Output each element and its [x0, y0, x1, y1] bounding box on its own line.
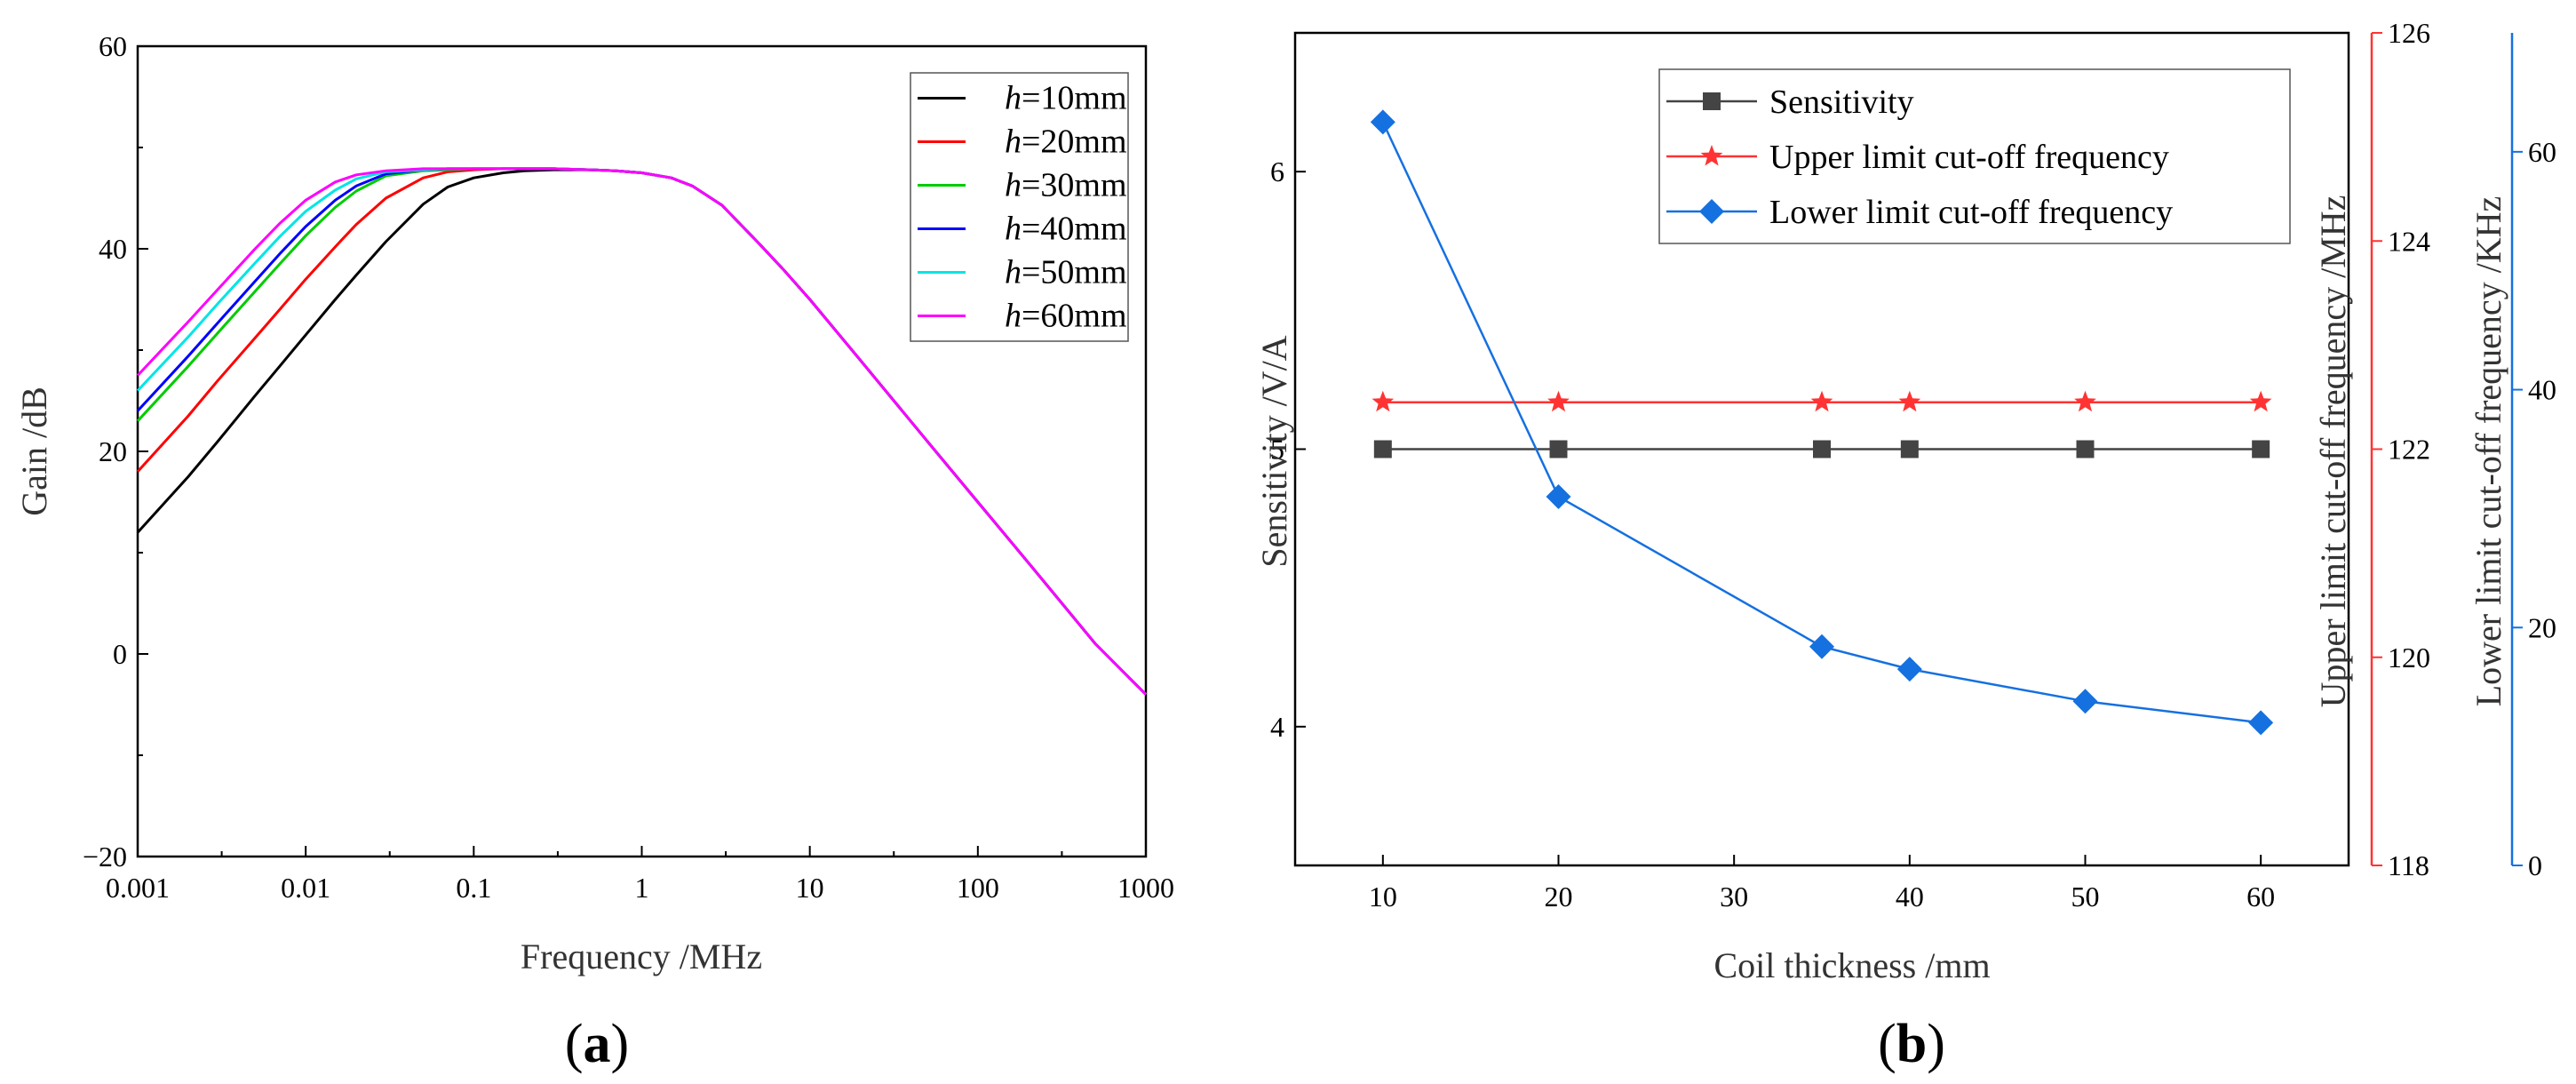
chart-b-data-point [1898, 390, 1921, 412]
chart-b-ticks: 10 20 30 40 50 60 4 5 6 118 120 122 124 126 0 20 40 60 [1270, 17, 2556, 913]
chart-b-right2-tick-label: 0 [2528, 849, 2542, 881]
chart-a-legend-label: h=30mm [1005, 167, 1127, 204]
panel-label-b: (b) [1878, 1014, 1945, 1074]
chart-b-data-point [2076, 440, 2095, 458]
chart-b-left-tick-label: 4 [1270, 711, 1284, 743]
chart-b-data-point [1900, 440, 1919, 458]
chart-b-data-point [1546, 484, 1571, 510]
chart-a-y-tick-label: 0 [113, 638, 127, 670]
chart-b-left-tick-label: 6 [1270, 155, 1284, 187]
chart-b-data-point [2072, 689, 2098, 714]
chart-a-x-tick-label: 0.1 [456, 872, 491, 904]
chart-a-y-tick-label: 20 [99, 435, 127, 467]
chart-b-right1-tick-label: 122 [2388, 434, 2430, 466]
chart-b-x-tick-label: 20 [1545, 881, 1573, 913]
chart-a-x-tick-label: 1 [635, 872, 649, 904]
chart-a-legend-label: h=50mm [1005, 254, 1127, 291]
chart-a-ticks: 0.001 0.01 0.1 1 10 100 1000 −20 0 20 40 60 [83, 30, 1174, 904]
chart-b-legend: Sensitivity Upper limit cut-off frequency… [1658, 68, 2291, 244]
chart-b-x-tick-label: 40 [1896, 881, 1924, 913]
chart-b-data-point [1896, 657, 1922, 682]
chart-b-line-series [1381, 121, 2262, 724]
chart-b-legend-marker [1699, 199, 1724, 224]
chart-b-x-tick-label: 60 [2246, 881, 2275, 913]
chart-a-y-axis-label: Gain /dB [14, 387, 54, 516]
chart-b-legend-label: Upper limit cut-off frequency [1769, 139, 2169, 176]
chart-b-data-point [1371, 390, 1395, 412]
chart-b-legend-label: Sensitivity [1769, 84, 1914, 121]
chart-a-y-tick-label: −20 [83, 841, 127, 873]
chart-b-legend-marker [1700, 145, 1723, 166]
chart-a-x-axis-label: Frequency /MHz [521, 937, 762, 976]
chart-a-legend-box [910, 72, 1129, 342]
chart-b-data-point [2252, 440, 2270, 458]
chart-a-legend-label: h=10mm [1005, 80, 1127, 117]
chart-a-legend: h=10mm h=20mm h=30mm h=40mm h=50mm h=60mm [910, 72, 1129, 342]
chart-b-right2-tick-label: 20 [2528, 611, 2556, 643]
chart-b-data-point [1813, 440, 1831, 458]
chart-b-right1-tick-label: 120 [2388, 642, 2430, 674]
chart-b-right2-axis-label: Lower limit cut-off frequency /KHz [2469, 196, 2508, 707]
chart-b-data-point [2248, 710, 2274, 736]
chart-b-data-point [1809, 634, 1834, 659]
chart-a-legend-label: h=20mm [1005, 124, 1127, 161]
chart-b-left-tick-label: 5 [1270, 434, 1284, 466]
chart-b-right2-tick-label: 60 [2528, 136, 2556, 168]
chart-a-x-tick-label: 0.001 [106, 872, 170, 904]
chart-b-right1-tick-label: 124 [2388, 225, 2430, 257]
chart-b-data-point [2074, 390, 2096, 412]
chart-a-x-tick-label: 0.01 [281, 872, 330, 904]
chart-b-data-point [1547, 390, 1570, 412]
chart-a-legend-label: h=40mm [1005, 211, 1127, 248]
chart-b-x-axis-label: Coil thickness /mm [1713, 945, 1990, 985]
chart-b-right1-axis-label: Upper limit cut-off frequency /MHz [2313, 195, 2353, 708]
chart-b-right1-tick-label: 126 [2388, 17, 2430, 49]
chart-b-right2-tick-label: 40 [2528, 374, 2556, 406]
chart-b-left-axis-label: Sensitivity /V/A [1254, 335, 1294, 567]
chart-b-right1-tick-label: 118 [2388, 849, 2429, 881]
chart-a-line-series [136, 167, 1148, 696]
chart-b-data-point [1370, 109, 1395, 135]
chart-a-x-tick-label: 10 [796, 872, 824, 904]
chart-b-data-point [1810, 390, 1833, 412]
panel-label-a: (a) [565, 1014, 629, 1074]
chart-b-data-point [1549, 440, 1568, 458]
chart-b-data-point [1373, 440, 1392, 458]
chart-b-x-tick-label: 50 [2071, 881, 2100, 913]
chart-b-legend-marker [1703, 92, 1721, 110]
chart-b-x-tick-label: 30 [1720, 881, 1748, 913]
chart-a-x-tick-label: 1000 [1117, 872, 1174, 904]
chart-a-y-tick-label: 60 [99, 30, 127, 62]
chart-b-coil-thickness: 10 20 30 40 50 60 4 5 6 118 120 122 124 126 0 20 40 60 Se… [1254, 17, 2556, 1074]
chart-a-x-tick-label: 100 [957, 872, 999, 904]
chart-a-y-tick-label: 40 [99, 233, 127, 265]
chart-b-data-point [2249, 390, 2272, 412]
chart-a-legend-label: h=60mm [1005, 298, 1127, 335]
chart-b-legend-label: Lower limit cut-off frequency [1769, 194, 2173, 231]
chart-b-legend-box [1658, 68, 2291, 244]
chart-a-series [136, 167, 1148, 696]
chart-b-x-tick-label: 10 [1369, 881, 1397, 913]
chart-b-series [1370, 109, 2274, 736]
